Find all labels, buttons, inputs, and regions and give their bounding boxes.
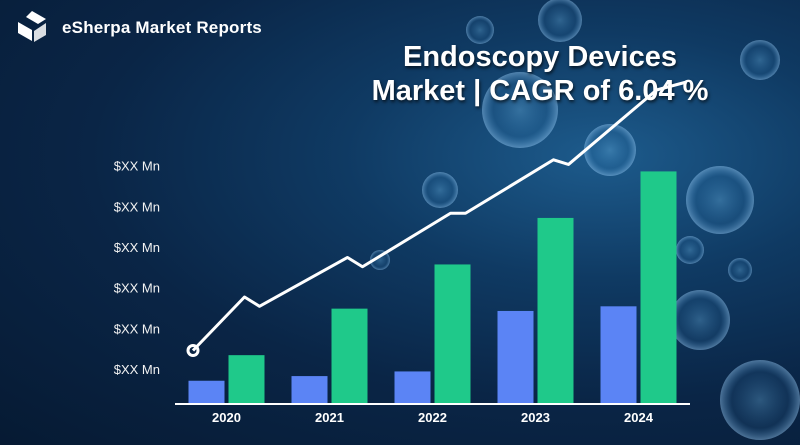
x-tick-label: 2020 — [212, 410, 241, 425]
bar-series-1 — [394, 371, 431, 404]
x-tick-label: 2021 — [315, 410, 344, 425]
bar-series-2 — [537, 217, 574, 404]
x-tick-label: 2022 — [418, 410, 447, 425]
y-tick-label: $XX Mn — [114, 199, 160, 214]
y-tick-label: $XX Mn — [114, 362, 160, 377]
brand: eSherpa Market Reports — [12, 8, 262, 48]
bar-series-1 — [291, 376, 328, 404]
bar-series-1 — [600, 306, 637, 404]
x-axis: 2020 2021 2022 2023 2024 — [212, 410, 654, 425]
y-tick-label: $XX Mn — [114, 240, 160, 255]
x-tick-label: 2023 — [521, 410, 550, 425]
y-axis: $XX Mn $XX Mn $XX Mn $XX Mn $XX Mn $XX Mn — [114, 159, 160, 378]
y-tick-label: $XX Mn — [114, 281, 160, 296]
chart-title-line2: Market | CAGR of 6.04 % — [371, 75, 709, 107]
x-tick-label: 2024 — [624, 410, 654, 425]
brand-name: eSherpa Market Reports — [62, 18, 262, 37]
bar-series-2 — [228, 355, 265, 404]
bar-series-1 — [188, 380, 225, 404]
trend-line — [191, 80, 687, 352]
bar-series-2 — [434, 264, 471, 404]
bar-series-2 — [640, 171, 677, 404]
esherpa-logo-icon — [18, 11, 46, 42]
bar-series-1 — [497, 310, 534, 404]
bar-series-2 — [331, 308, 368, 404]
chart-title-line1: Endoscopy Devices — [403, 41, 677, 73]
y-tick-label: $XX Mn — [114, 321, 160, 336]
y-tick-label: $XX Mn — [114, 159, 160, 174]
trend-start-marker — [186, 344, 200, 358]
bars — [188, 171, 677, 404]
chart-title: Endoscopy Devices Market | CAGR of 6.04 … — [300, 40, 780, 108]
